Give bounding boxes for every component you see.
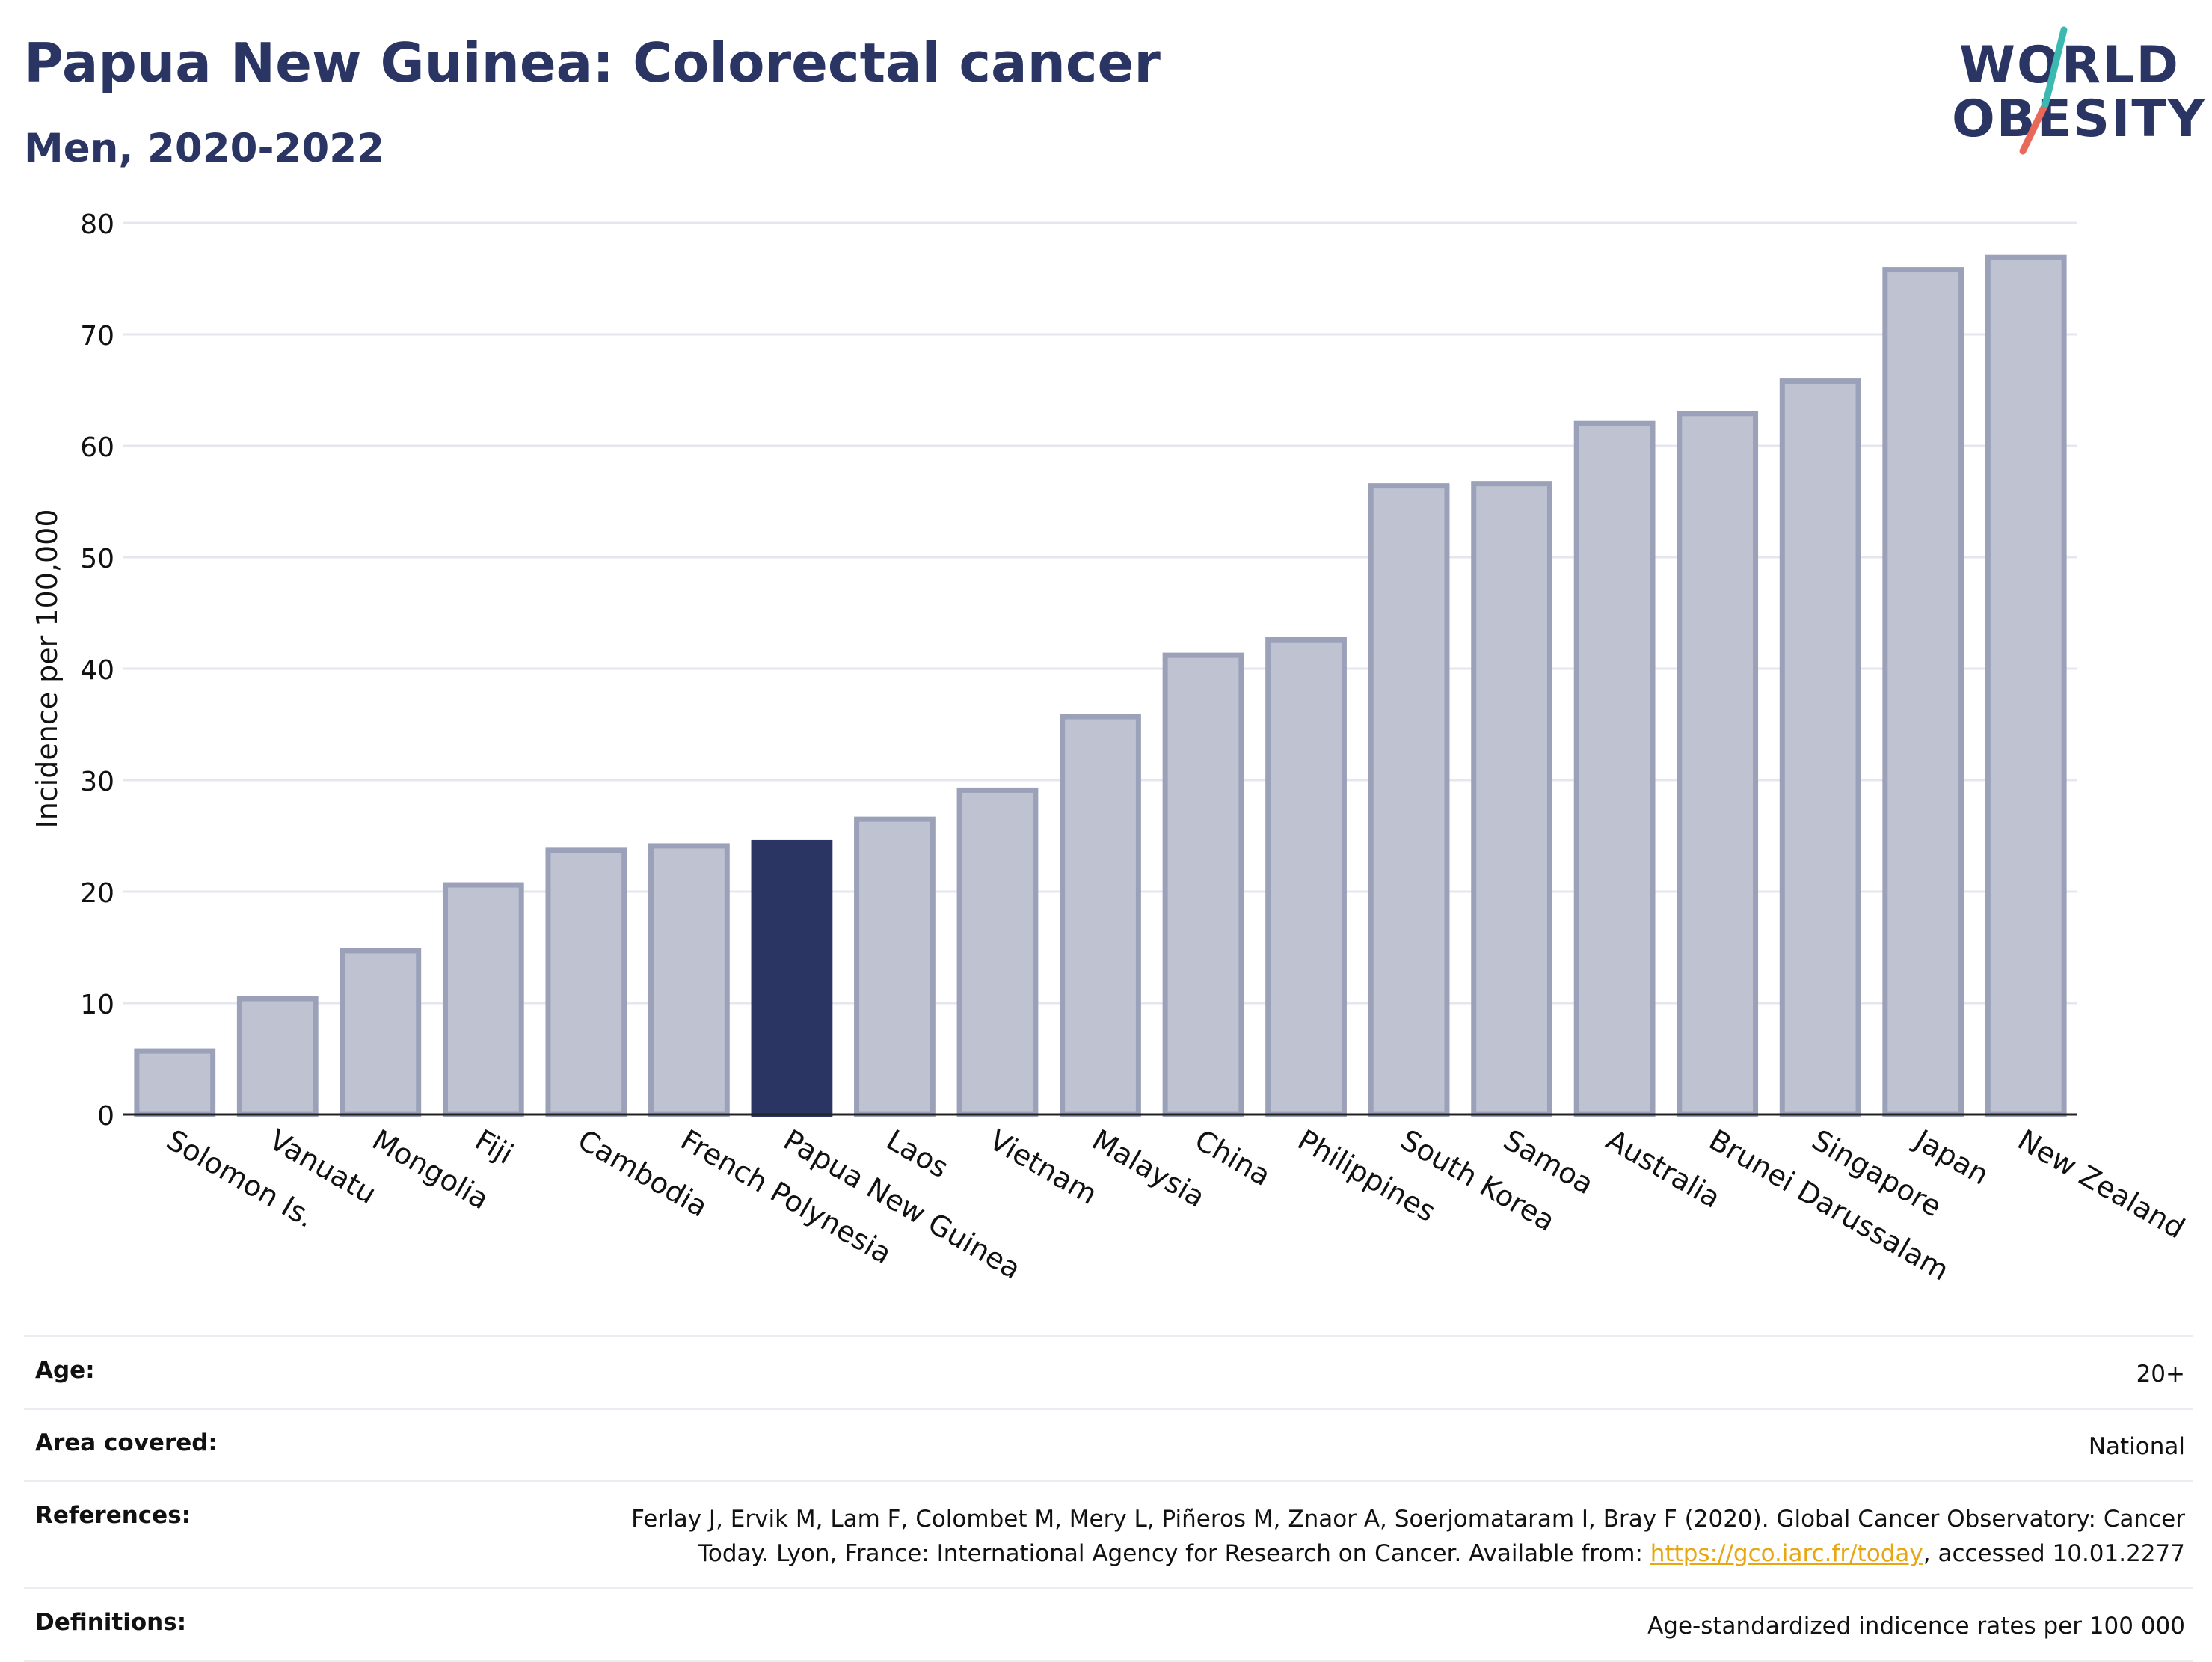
logo-text-obesity: OBESITY [1952, 90, 2206, 149]
bar [134, 1048, 216, 1117]
y-tick-label: 30 [80, 767, 114, 797]
y-tick-label: 50 [80, 544, 114, 574]
bar [442, 882, 524, 1117]
logo-text-world: WORLD [1959, 36, 2180, 95]
meta-value-area: National [2088, 1433, 2185, 1460]
meta-label-references: References: [35, 1502, 191, 1529]
bar [956, 787, 1039, 1117]
bar-highlight [751, 839, 833, 1117]
bar [854, 816, 936, 1117]
meta-row-definitions: Definitions: Age-standardized indicence … [24, 1587, 2193, 1662]
bar [1779, 378, 1861, 1117]
y-tick-label: 60 [80, 432, 114, 463]
y-tick-label: 20 [80, 878, 114, 909]
meta-row-references: References: Ferlay J, Ervik M, Lam F, Co… [24, 1480, 2193, 1587]
y-tick-label: 80 [80, 209, 114, 240]
meta-value-age: 20+ [2136, 1361, 2185, 1387]
meta-row-age: Age: 20+ [24, 1335, 2193, 1408]
meta-value-references: Ferlay J, Ervik M, Lam F, Colombet M, Me… [577, 1502, 2185, 1571]
references-accessed: , accessed 10.01.2277 [1923, 1540, 2185, 1567]
y-tick-label: 70 [80, 321, 114, 352]
bar [236, 996, 319, 1117]
x-tick-label: New Zealand [2012, 1123, 2190, 1245]
chart-subtitle: Men, 2020-2022 [24, 126, 385, 171]
bar [340, 948, 422, 1117]
x-tick-label: Mongolia [366, 1123, 494, 1216]
x-tick-label: Australia [1601, 1123, 1727, 1215]
bar [1677, 411, 1759, 1117]
y-tick-label: 10 [80, 990, 114, 1020]
bar [1882, 267, 1964, 1117]
x-tick-label: Vietnam [983, 1123, 1102, 1211]
chart-title: Papua New Guinea: Colorectal cancer [24, 31, 1161, 94]
metadata-table: Age: 20+ Area covered: National Referenc… [24, 1335, 2193, 1662]
bar [1265, 637, 1347, 1117]
logo-slash-icon [2019, 26, 2068, 155]
bar [1060, 714, 1141, 1117]
x-tick-label: Laos [881, 1123, 954, 1185]
meta-label-area: Area covered: [35, 1429, 218, 1456]
y-axis-label: Incidence per 100,000 [31, 509, 64, 828]
meta-label-age: Age: [35, 1357, 95, 1384]
bar [1471, 481, 1552, 1117]
bar [1573, 420, 1656, 1117]
world-obesity-logo: WORLD OBESITY [1952, 22, 2205, 157]
y-tick-label: 0 [97, 1101, 114, 1132]
y-tick-label: 40 [80, 655, 114, 686]
references-text: Ferlay J, Ervik M, Lam F, Colombet M, Me… [631, 1506, 2185, 1567]
bar [1368, 483, 1450, 1117]
x-tick-label: Fiji [470, 1123, 519, 1171]
bar [648, 843, 730, 1117]
meta-value-definitions: Age-standardized indicence rates per 100… [1647, 1613, 2185, 1640]
meta-label-definitions: Definitions: [35, 1609, 187, 1636]
bar [1985, 254, 2067, 1117]
x-tick-label: Malaysia [1087, 1123, 1211, 1214]
references-link[interactable]: https://gco.iarc.fr/today [1650, 1540, 1923, 1567]
meta-row-area: Area covered: National [24, 1408, 2193, 1480]
bar [1162, 652, 1244, 1117]
bar [545, 847, 627, 1117]
